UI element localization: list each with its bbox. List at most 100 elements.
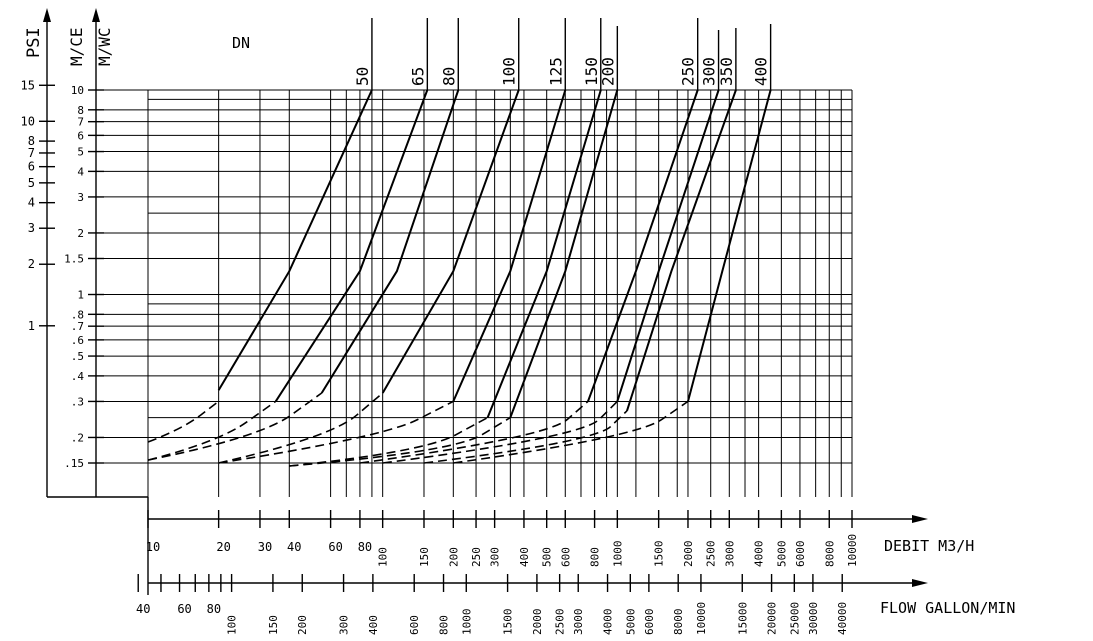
debit-axis-title: DEBIT M3/H	[884, 537, 974, 555]
dn-150-label: 150	[582, 57, 601, 86]
gallon-tick-label: 150	[267, 615, 280, 635]
mce-tick-label: .6	[71, 334, 84, 347]
dn-350-label: 350	[717, 57, 736, 86]
dn-350-dashed-curve	[423, 410, 628, 464]
mwc-axis-title: M/WC	[95, 27, 114, 66]
dn-65-dashed-curve	[147, 400, 277, 461]
psi-axis-arrow	[43, 8, 51, 22]
gallon-tick-label: 100	[226, 615, 239, 635]
debit-tick-label: 300	[489, 547, 502, 567]
dn-125-dashed-curve	[218, 400, 454, 464]
dn-400-label: 400	[752, 57, 771, 86]
gallon-tick-label: 10000	[695, 602, 708, 635]
mce-tick-label: 2	[77, 227, 84, 240]
gallon-tick-label: 20000	[766, 602, 779, 635]
dn-125-solid-curve	[452, 89, 567, 402]
mce-tick-label: .8	[71, 308, 84, 321]
psi-tick-label: 3	[28, 221, 35, 235]
dn-50-label: 50	[353, 67, 372, 86]
mce-tick-label: .3	[71, 395, 84, 408]
debit-tick-label: 3000	[723, 541, 736, 568]
debit-tick-label: 2000	[682, 541, 695, 568]
debit-tick-label: 250	[470, 547, 483, 567]
dn-300-solid-curve	[616, 89, 720, 402]
mce-tick-label: 3	[77, 191, 84, 204]
mce-tick-label: .5	[71, 350, 84, 363]
mce-tick-label: 7	[77, 116, 84, 129]
gallon-axis-arrow	[912, 579, 928, 587]
debit-tick-label: 800	[589, 547, 602, 567]
gallon-tick-label: 400	[367, 615, 380, 635]
mce-tick-label: 6	[77, 129, 84, 142]
psi-tick-label: 2	[28, 257, 35, 271]
debit-tick-label: 10000	[846, 534, 859, 567]
psi-tick-label: 7	[28, 146, 35, 160]
psi-tick-label: 4	[28, 196, 35, 210]
debit-tick-label: 6000	[794, 541, 807, 568]
gallon-tick-label: 600	[408, 615, 421, 635]
gallon-axis-title: FLOW GALLON/MIN	[880, 599, 1015, 617]
dn-350-solid-curve	[626, 89, 737, 412]
psi-tick-label: 8	[28, 134, 35, 148]
gallon-tick-label: 80	[207, 602, 221, 616]
dn-65-label: 65	[408, 67, 427, 86]
dn-200-solid-curve	[509, 89, 619, 418]
mce-tick-label: 5	[77, 146, 84, 159]
debit-tick-label: 200	[447, 547, 460, 567]
gallon-tick-label: 2000	[531, 609, 544, 636]
psi-tick-label: 6	[28, 160, 35, 174]
gallon-tick-label: 4000	[602, 609, 615, 636]
mce-tick-label: .2	[71, 431, 84, 444]
psi-tick-label: 5	[28, 176, 35, 190]
gallon-tick-label: 3000	[572, 609, 585, 636]
gallon-tick-label: 8000	[672, 609, 685, 636]
dn-300-dashed-curve	[382, 400, 618, 464]
mce-tick-label: .15	[64, 457, 84, 470]
mce-axis-arrow	[92, 8, 100, 22]
gallon-tick-label: 1500	[502, 609, 515, 636]
dn-curves	[147, 18, 772, 467]
dn-125-label: 125	[546, 57, 565, 86]
gallon-tick-label: 2500	[554, 609, 567, 636]
gallon-tick-label: 60	[177, 602, 191, 616]
dn-400-solid-curve	[687, 89, 772, 402]
debit-tick-label: 10	[146, 540, 160, 554]
mce-tick-label: 1.5	[64, 252, 84, 265]
mce-tick-label: 8	[77, 104, 84, 117]
mce-tick-label: .7	[71, 320, 84, 333]
dn-80-solid-curve	[320, 89, 460, 394]
debit-tick-label: 400	[518, 547, 531, 567]
dn-100-dashed-curve	[218, 392, 384, 464]
psi-tick-label: 1	[28, 319, 35, 333]
debit-tick-label: 8000	[823, 541, 836, 568]
dn-80-label: 80	[439, 67, 458, 86]
gallon-tick-label: 40000	[836, 602, 849, 635]
debit-axis-arrow	[912, 515, 928, 523]
mce-tick-label: 10	[71, 84, 84, 97]
dn-label: DN	[232, 34, 250, 52]
dn-50-solid-curve	[217, 89, 373, 391]
debit-tick-label: 60	[328, 540, 342, 554]
gallon-tick-label: 1000	[460, 609, 473, 636]
gallon-tick-label: 6000	[643, 609, 656, 636]
debit-tick-label: 4000	[753, 541, 766, 568]
dn-300-label: 300	[700, 57, 719, 86]
labels: PSI M/CE M/WC1510876543211087654321.51.8.7…	[21, 27, 1016, 635]
dn-250-dashed-curve	[359, 400, 589, 464]
dn-50-dashed-curve	[147, 400, 220, 443]
gallon-tick-label: 800	[438, 615, 451, 635]
dn-250-solid-curve	[587, 89, 699, 402]
dn-150-solid-curve	[486, 89, 602, 418]
dn-65-solid-curve	[274, 89, 429, 402]
debit-tick-label: 150	[418, 547, 431, 567]
dn-80-dashed-curve	[147, 392, 323, 461]
dn-100-label: 100	[500, 57, 519, 86]
mce-tick-label: 4	[77, 165, 84, 178]
debit-tick-label: 2500	[705, 541, 718, 568]
gallon-tick-label: 200	[296, 615, 309, 635]
dn-400-dashed-curve	[453, 400, 689, 464]
gallon-tick-label: 15000	[736, 602, 749, 635]
debit-tick-label: 500	[541, 547, 554, 567]
psi-tick-label: 10	[21, 114, 35, 128]
